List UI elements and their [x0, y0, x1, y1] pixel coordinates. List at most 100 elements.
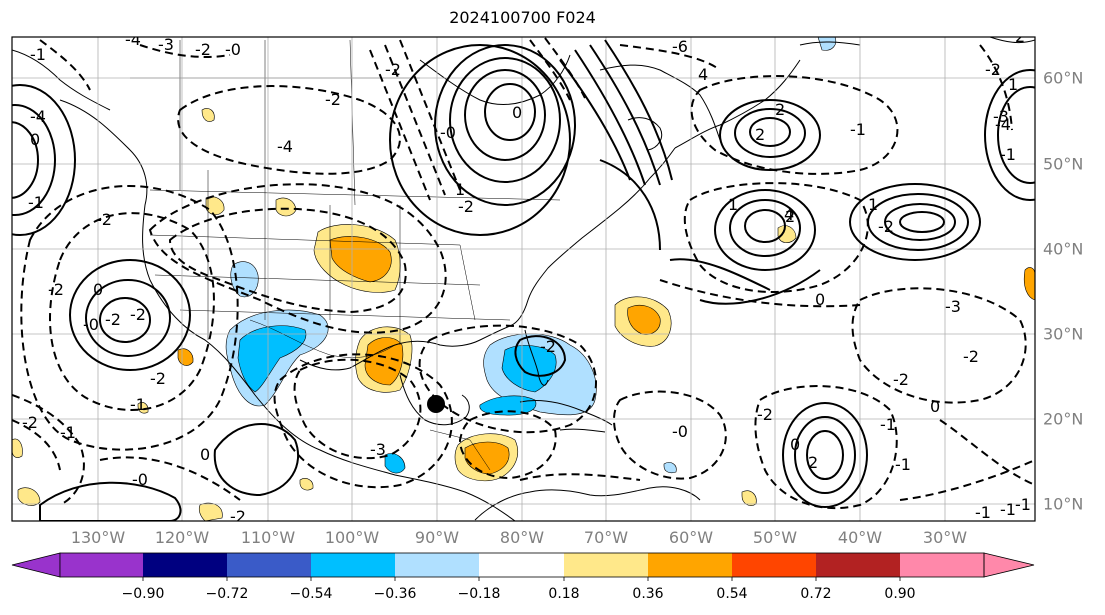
contour-line: [389, 44, 571, 236]
contour-line: [12, 104, 56, 216]
border: [154, 274, 481, 286]
contour-line: [997, 86, 1035, 184]
colorbar-segment: [816, 553, 900, 577]
contour-label: 0: [93, 280, 103, 299]
weather-map: -1 -4 -3 -2 -0 -6 4 -2 -4 -2 2 2 0 -4 -3…: [11, 36, 1036, 522]
contour-line: [12, 121, 39, 199]
colorbar-tick-label: 0.54: [716, 586, 748, 602]
negative-anomaly-area: [663, 462, 677, 474]
longitude-label: 110°W: [240, 528, 296, 547]
storm-center-marker: [427, 395, 445, 413]
contour-label: -2: [893, 370, 909, 389]
latitude-label: 40°N: [1043, 239, 1084, 259]
contour-line: [519, 473, 641, 481]
contour-label: -3: [993, 107, 1009, 126]
contour-line: [669, 258, 771, 291]
coastline: [474, 486, 701, 521]
contour-line: [273, 353, 453, 489]
map-title: 2024100700 F024: [449, 8, 596, 27]
contour-label: -4: [277, 137, 293, 156]
contour-line: [85, 279, 171, 357]
contour-line: [744, 209, 786, 243]
colorbar: [11, 552, 1035, 581]
contour-label: -2: [150, 369, 166, 388]
contour-label: -2: [458, 197, 474, 216]
border: [149, 189, 561, 201]
contour-line: [599, 159, 661, 251]
contour-line: [899, 459, 1035, 501]
colorbar-segment: [479, 553, 564, 577]
colorbar-segment: [732, 553, 816, 577]
coastline: [59, 99, 516, 521]
longitude-label: 60°W: [668, 528, 714, 547]
contour-label: 0: [30, 130, 40, 149]
contour-label: -2: [878, 217, 894, 236]
contour-label: 0: [200, 445, 210, 464]
contour-line: [399, 39, 461, 191]
contour-line: [613, 390, 727, 480]
longitude-label: 80°W: [499, 528, 545, 547]
contour-label: -2: [540, 337, 556, 356]
contour-line: [20, 185, 239, 451]
contour-line: [484, 83, 536, 141]
contour-label: -2: [130, 305, 146, 324]
contour-labels: -1 -4 -3 -2 -0 -6 4 -2 -4 -2 2 2 0 -4 -3…: [22, 37, 1031, 522]
contour-label: -3: [370, 440, 386, 459]
colorbar-ticks: [142, 577, 901, 581]
contour-label: -2: [985, 60, 1001, 79]
contour-label: -2: [325, 90, 341, 109]
contour-line: [899, 211, 945, 233]
contour-label: 2: [785, 207, 795, 226]
coastline: [399, 374, 470, 426]
contour-line: [449, 57, 561, 183]
positive-anomaly-core: [364, 337, 404, 386]
colorbar-tick-label: 0.18: [548, 586, 580, 602]
contour-line: [213, 423, 300, 497]
contour-label: -2: [96, 210, 112, 229]
longitude-label: 50°W: [752, 528, 798, 547]
contour-label: 1: [1008, 75, 1018, 94]
coastline: [799, 41, 861, 46]
contour-line: [529, 39, 571, 101]
map-background: [12, 37, 1035, 521]
negative-contours: [12, 37, 1035, 510]
positive-anomaly-core: [464, 441, 510, 475]
colorbar-tick-label: −0.18: [457, 586, 501, 602]
contour-line: [12, 394, 85, 506]
coastline: [559, 428, 606, 433]
colorbar-segment: [564, 553, 648, 577]
colorbar-tick-label: 0.90: [884, 586, 916, 602]
positive-anomaly-area: [275, 197, 297, 217]
contour-label: -1: [1000, 145, 1016, 164]
contour-label: 4: [698, 65, 708, 84]
contour-label: -0: [672, 422, 688, 441]
border: [179, 309, 511, 321]
latitude-label: 50°N: [1043, 154, 1084, 174]
latitude-label: 10°N: [1043, 494, 1084, 514]
colorbar-tick-label: −0.36: [373, 586, 417, 602]
longitude-label: 100°W: [324, 528, 380, 547]
contour-label: 1: [455, 180, 465, 199]
positive-anomaly-area: [299, 478, 314, 491]
contour-label: 0: [790, 435, 800, 454]
contour-line: [293, 358, 422, 460]
contour-line: [754, 385, 898, 510]
contour-line: [939, 419, 1035, 486]
border: [459, 244, 476, 321]
contour-line: [574, 49, 646, 186]
coastlines: [12, 37, 1035, 521]
contour-line: [604, 39, 673, 181]
colorbar-tick-label: 0.36: [632, 586, 664, 602]
contour-line: [979, 44, 1013, 131]
contour-label: -1: [1015, 495, 1031, 514]
contour-label: -3: [945, 297, 961, 316]
contour-line: [369, 49, 431, 201]
coastline: [12, 49, 111, 111]
contour-line: [99, 456, 241, 501]
contour-line: [49, 212, 215, 411]
contour-label: 4: [784, 205, 794, 224]
contour-line: [683, 182, 869, 294]
contour-label: -1: [975, 503, 991, 522]
latitude-label: 60°N: [1043, 68, 1084, 88]
contour-label: -2: [22, 413, 38, 432]
